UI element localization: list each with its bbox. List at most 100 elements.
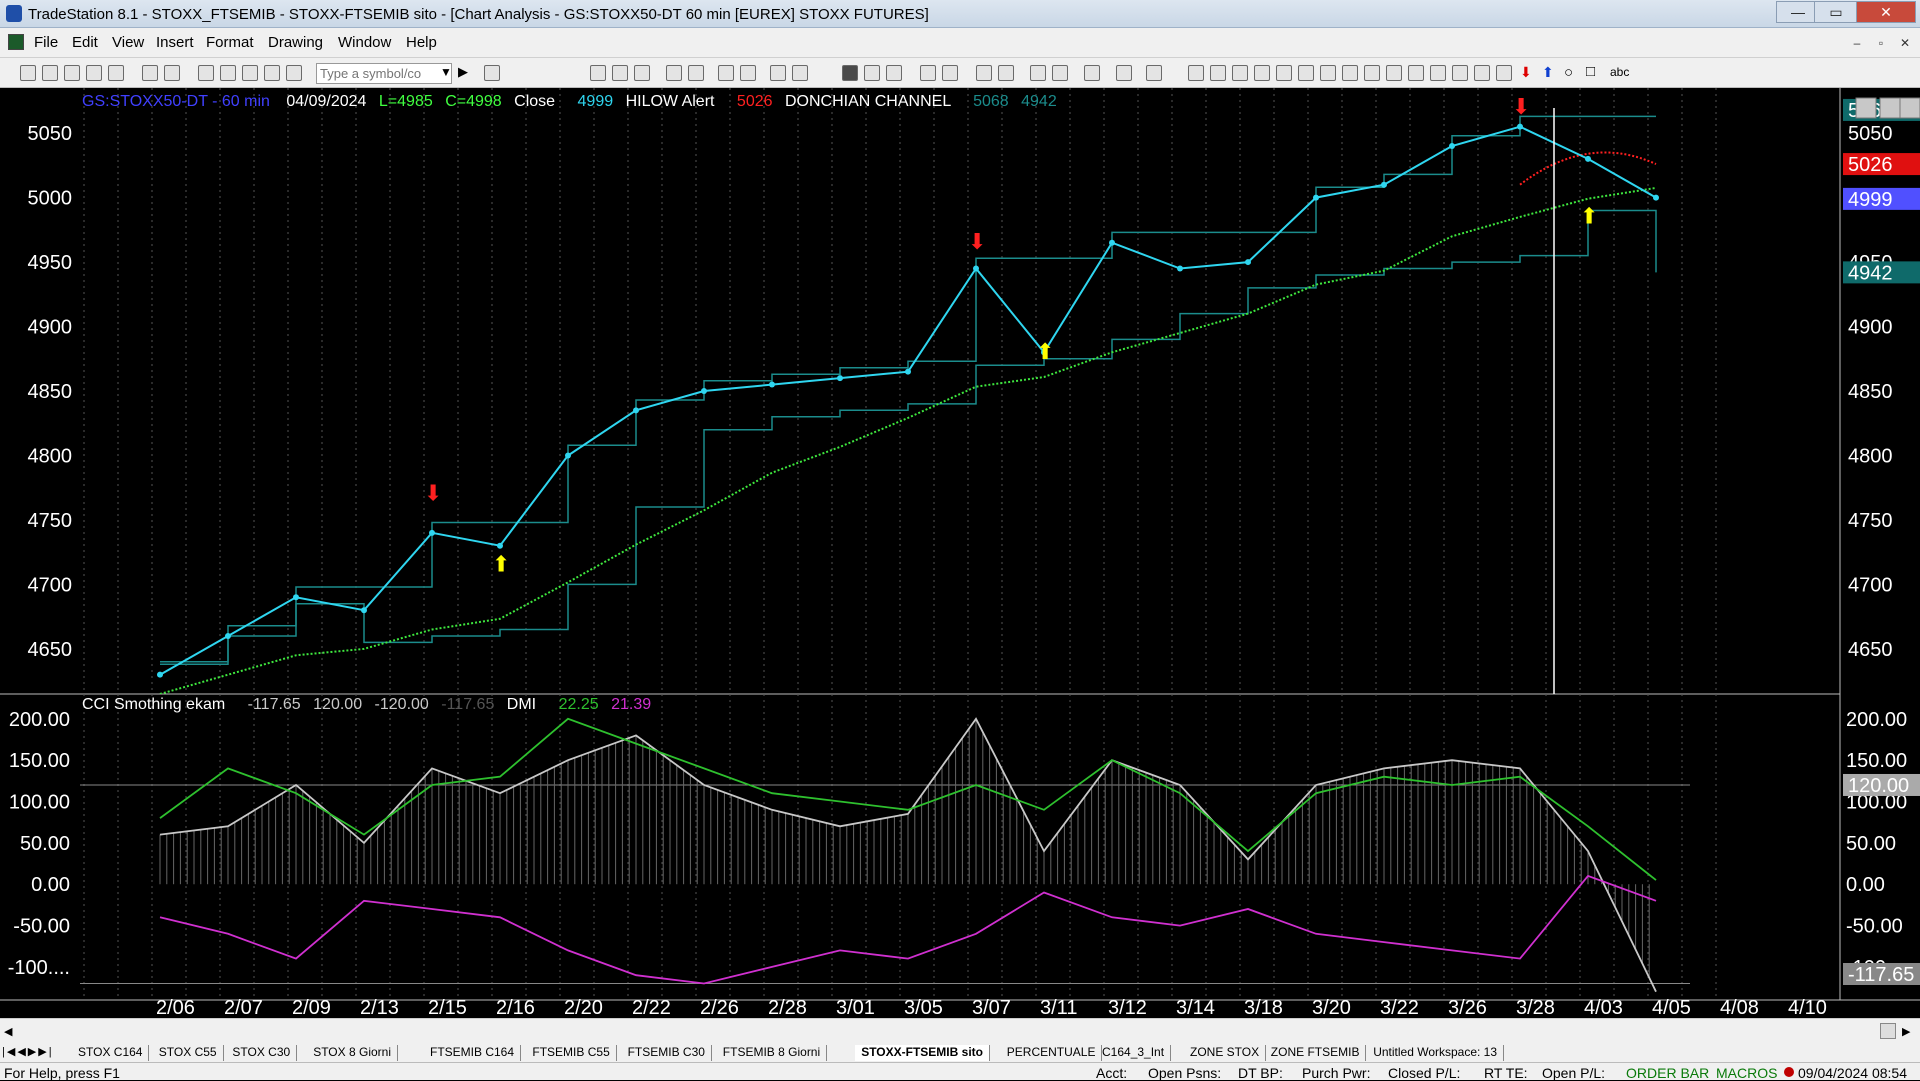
maximize-button[interactable]: ▭ — [1814, 1, 1858, 23]
globe-icon[interactable] — [286, 65, 302, 81]
horizontal-scrollbar[interactable]: ◀ ▶ — [0, 1018, 1920, 1044]
disabled-icon[interactable] — [1146, 65, 1162, 81]
scanner-icon[interactable] — [770, 65, 786, 81]
curve-icon[interactable] — [1496, 65, 1512, 81]
menu-file[interactable]: File — [34, 34, 59, 51]
fibonacci-icon[interactable] — [1254, 65, 1270, 81]
window-link-icon[interactable] — [718, 65, 734, 81]
radar-icon[interactable] — [792, 65, 808, 81]
subchart-restore-button[interactable] — [1879, 97, 1901, 119]
rectangle-tool-icon[interactable]: □ — [1586, 63, 1596, 80]
go-arrow-icon[interactable]: ▶ — [458, 64, 468, 79]
andrews-icon[interactable] — [1320, 65, 1336, 81]
parallel-icon[interactable] — [1408, 65, 1424, 81]
format-window-icon[interactable] — [612, 65, 628, 81]
print-icon[interactable] — [164, 65, 180, 81]
menu-format[interactable]: Format — [206, 34, 254, 51]
subchart-minimize-button[interactable] — [1855, 97, 1877, 119]
speed-lines-icon[interactable] — [1276, 65, 1292, 81]
workspace-tab[interactable]: Untitled Workspace: 13 — [1367, 1045, 1505, 1061]
scroll-right-icon[interactable]: ▶ — [1902, 1026, 1911, 1038]
arc-icon[interactable] — [1430, 65, 1446, 81]
mdi-close-button[interactable]: ✕ — [1899, 36, 1911, 50]
cut-icon[interactable] — [198, 65, 214, 81]
order-bar-button[interactable]: ORDER BAR — [1626, 1065, 1710, 1081]
save-workspace-icon[interactable] — [64, 65, 80, 81]
ellipse-tool-icon[interactable]: ○ — [1564, 64, 1574, 81]
workspace-tab[interactable]: PERCENTUALE — [1001, 1045, 1103, 1061]
menu-view[interactable]: View — [112, 34, 145, 51]
new-icon[interactable] — [20, 65, 36, 81]
indicator-icon[interactable] — [666, 65, 682, 81]
menu-edit[interactable]: Edit — [72, 34, 98, 51]
open-icon[interactable] — [42, 65, 58, 81]
workspace-tab[interactable]: STOX C164 — [72, 1045, 150, 1061]
workspace-tab[interactable]: FTSEMIB 8 Giorni — [717, 1045, 828, 1061]
up-arrow-tool-icon[interactable]: ⬆ — [1542, 64, 1554, 80]
close-button[interactable]: ✕ — [1856, 1, 1916, 23]
scroll-thumb[interactable] — [1880, 1023, 1896, 1039]
workspace-tab[interactable]: ZONE STOX — [1184, 1045, 1267, 1061]
bar-chart-icon[interactable] — [842, 65, 858, 81]
workspace-tab[interactable]: C164_3_Int — [1096, 1045, 1172, 1061]
legend-close-value: C=4998 — [445, 93, 502, 110]
workspace-tab[interactable]: STOXX-FTSEMIB sito — [855, 1045, 990, 1061]
bar-type-icon[interactable] — [864, 65, 880, 81]
gann-icon[interactable] — [1298, 65, 1314, 81]
open-window-icon[interactable] — [108, 65, 124, 81]
tab-nav-arrows-icon[interactable]: |◀◀▶▶| — [2, 1046, 54, 1058]
workspace-tab[interactable]: STOX C55 — [153, 1045, 224, 1061]
symbol-input[interactable] — [316, 63, 452, 84]
down-arrow-tool-icon[interactable]: ⬇ — [1520, 64, 1532, 80]
workspace-tab[interactable]: FTSEMIB C30 — [622, 1045, 712, 1061]
data-window-icon[interactable] — [590, 65, 606, 81]
grid-icon[interactable] — [634, 65, 650, 81]
expand-bars-icon[interactable] — [942, 65, 958, 81]
chart-window-icon[interactable] — [8, 34, 24, 50]
horizontal-lines-icon[interactable] — [1232, 65, 1248, 81]
chart-icon[interactable] — [264, 65, 280, 81]
zoom-in-icon[interactable] — [976, 65, 992, 81]
mdi-restore-button[interactable]: ▫ — [1878, 36, 1884, 50]
trendline-icon[interactable] — [1188, 65, 1204, 81]
macros-button[interactable]: MACROS — [1716, 1065, 1778, 1081]
zoom-out-icon[interactable] — [998, 65, 1014, 81]
vertical-lines-icon[interactable] — [1210, 65, 1226, 81]
new-window-icon[interactable] — [86, 65, 102, 81]
subchart-close-button[interactable] — [1899, 97, 1920, 119]
save-icon[interactable] — [142, 65, 158, 81]
macro-icon[interactable] — [1116, 65, 1132, 81]
symbol-lookup-icon[interactable] — [484, 65, 500, 81]
chart-canvas[interactable]: ⬇⬇⬇⬆⬆⬆ 505050505000500049504950490049004… — [0, 88, 1920, 1019]
tools-icon[interactable] — [1084, 65, 1100, 81]
cycle-lines-icon[interactable] — [1364, 65, 1380, 81]
workspace-tab[interactable]: FTSEMIB C164 — [424, 1045, 522, 1061]
channel-icon[interactable] — [1342, 65, 1358, 81]
bar-spacing-icon[interactable] — [886, 65, 902, 81]
legend-close-number: 4999 — [578, 93, 614, 110]
strategy-icon[interactable] — [688, 65, 704, 81]
chart-window[interactable]: ⬇⬇⬇⬆⬆⬆ 505050505000500049504950490049004… — [0, 88, 1920, 1024]
lock-icon[interactable] — [242, 65, 258, 81]
menu-help[interactable]: Help — [406, 34, 437, 51]
menu-insert[interactable]: Insert — [156, 34, 194, 51]
price-point — [769, 381, 775, 388]
mdi-minimize-button[interactable]: – — [1853, 36, 1861, 50]
symbol-dropdown-chevron-icon[interactable]: ▼ — [440, 65, 452, 79]
copy-icon[interactable] — [220, 65, 236, 81]
menu-drawing[interactable]: Drawing — [268, 34, 324, 51]
scroll-left-icon[interactable]: ◀ — [4, 1026, 13, 1038]
text-tool-icon[interactable]: abc — [1610, 65, 1630, 79]
workspace-tab[interactable]: FTSEMIB C55 — [526, 1045, 617, 1061]
pencil-icon[interactable] — [1474, 65, 1490, 81]
window-link2-icon[interactable] — [740, 65, 756, 81]
regression-icon[interactable] — [1386, 65, 1402, 81]
compress-bars-icon[interactable] — [920, 65, 936, 81]
drag-icon[interactable] — [1052, 65, 1068, 81]
workspace-tab[interactable]: STOX 8 Giorni — [307, 1045, 398, 1061]
workspace-tab[interactable]: STOX C30 — [226, 1045, 298, 1061]
workspace-tab[interactable]: ZONE FTSEMIB — [1265, 1045, 1367, 1061]
menu-window[interactable]: Window — [338, 34, 392, 51]
pointer-icon[interactable] — [1030, 65, 1046, 81]
freehand-icon[interactable] — [1452, 65, 1468, 81]
